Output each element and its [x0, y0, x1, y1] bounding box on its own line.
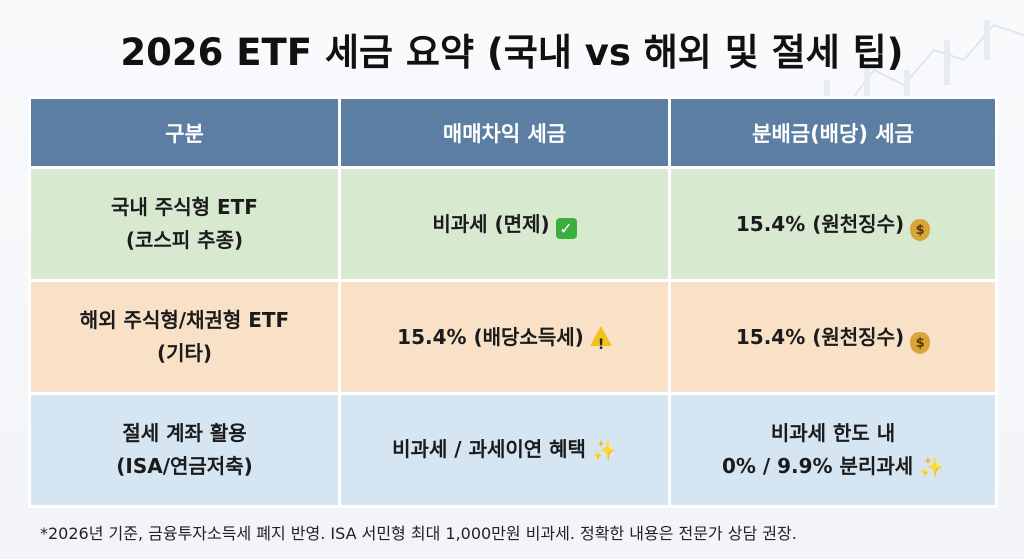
category-cell: 절세 계좌 활용 (ISA/연금저축) — [28, 392, 341, 508]
capital-gain-text: 비과세 (면제) — [432, 211, 550, 236]
capital-gain-cell: 15.4% (배당소득세) — [338, 279, 671, 395]
footnote: *2026년 기준, 금융투자소득세 폐지 반영. ISA 서민형 최대 1,0… — [40, 524, 797, 543]
category-subtitle: (ISA/연금저축) — [116, 454, 253, 478]
sparkles-icon: ✨ — [591, 438, 617, 462]
category-cell: 국내 주식형 ETF (코스피 추종) — [28, 166, 341, 282]
capital-gain-cell: 비과세 (면제) ✓ — [338, 166, 671, 282]
table-row-tax-saving-account: 절세 계좌 활용 (ISA/연금저축) 비과세 / 과세이연 혜택 ✨ 비과세 한… — [28, 392, 998, 508]
table-header-row: 구분 매매차익 세금 분배금(배당) 세금 — [28, 96, 998, 169]
dividend-cell: 15.4% (원천징수) $ — [668, 279, 998, 395]
dividend-subtext: 0% / 9.9% 분리과세 — [721, 453, 914, 478]
sparkles-icon: ✨ — [919, 454, 945, 479]
table-row-overseas-etf: 해외 주식형/채권형 ETF (기타) 15.4% (배당소득세) 15.4% … — [28, 279, 998, 395]
header-capital-gain-tax: 매매차익 세금 — [338, 96, 671, 169]
dividend-text: 15.4% (원천징수) — [735, 211, 905, 236]
capital-gain-text: 비과세 / 과세이연 혜택 — [392, 437, 586, 461]
dividend-text: 비과세 한도 내 — [770, 420, 896, 445]
tax-summary-table: 구분 매매차익 세금 분배금(배당) 세금 국내 주식형 ETF (코스피 추종… — [28, 96, 998, 508]
page-title: 2026 ETF 세금 요약 (국내 vs 해외 및 절세 팁) — [120, 31, 904, 74]
dividend-cell: 비과세 한도 내 0% / 9.9% 분리과세 ✨ — [668, 392, 998, 508]
money-bag-icon: $ — [910, 218, 931, 241]
category-title: 해외 주식형/채권형 ETF — [79, 308, 290, 332]
header-dividend-tax: 분배금(배당) 세금 — [668, 96, 998, 169]
check-mark-icon: ✓ — [555, 217, 577, 239]
dividend-subtext-wrap: 0% / 9.9% 분리과세 ✨ — [679, 450, 987, 484]
dividend-text: 15.4% (원천징수) — [735, 324, 905, 349]
category-subtitle: (기타) — [156, 341, 213, 365]
money-bag-icon: $ — [910, 331, 931, 354]
warning-icon — [589, 325, 612, 362]
capital-gain-cell: 비과세 / 과세이연 혜택 ✨ — [338, 392, 671, 508]
category-cell: 해외 주식형/채권형 ETF (기타) — [28, 279, 341, 395]
category-title: 절세 계좌 활용 — [122, 421, 247, 445]
category-title: 국내 주식형 ETF — [111, 195, 258, 219]
dividend-cell: 15.4% (원천징수) $ — [668, 166, 998, 282]
capital-gain-text: 15.4% (배당소득세) — [397, 324, 584, 349]
table-row-domestic-etf: 국내 주식형 ETF (코스피 추종) 비과세 (면제) ✓ 15.4% (원천징… — [28, 166, 998, 282]
header-category: 구분 — [28, 96, 341, 169]
category-subtitle: (코스피 추종) — [125, 228, 244, 252]
